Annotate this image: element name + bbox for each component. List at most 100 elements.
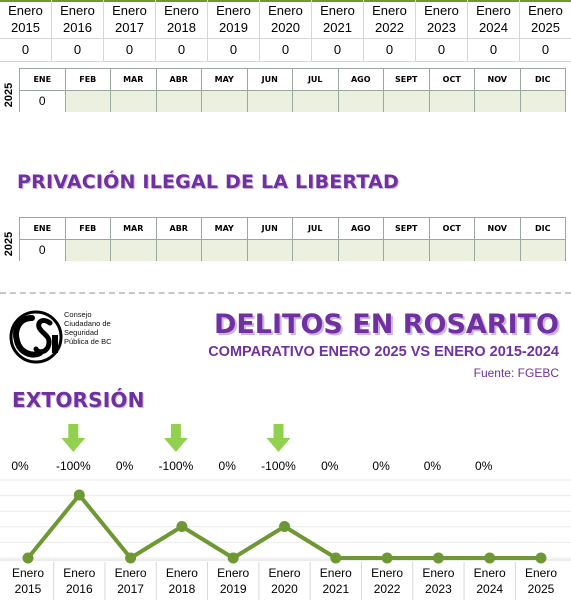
month-value-cell: 0 bbox=[20, 91, 66, 112]
year-header-row: Enero 2015 Enero 2016 Enero 2017 Enero 2018 Ener… bbox=[0, 0, 571, 38]
x-tick-label: 2015 bbox=[15, 582, 42, 596]
logo-text-line: Ciudadano de bbox=[64, 319, 111, 328]
month-value-cell bbox=[111, 240, 157, 261]
data-point bbox=[432, 552, 444, 564]
month-header-cell: NOV bbox=[475, 218, 521, 239]
year-cell: Enero 2015 bbox=[0, 0, 52, 38]
x-tick-label: 2025 bbox=[528, 582, 555, 596]
month-value-cell bbox=[475, 91, 521, 112]
value-cell: 0 bbox=[208, 39, 260, 61]
section-divider bbox=[0, 292, 571, 294]
value-cell: 0 bbox=[104, 39, 156, 61]
value-cell: 0 bbox=[312, 39, 364, 61]
logo-text-line: Seguridad bbox=[64, 328, 99, 337]
month-value-row: 0 bbox=[20, 91, 565, 112]
value-cell: 0 bbox=[416, 39, 468, 61]
year-cell: Enero 2021 bbox=[312, 0, 364, 38]
x-tick-label: Enero bbox=[422, 566, 454, 580]
year-cell: Enero 2025 bbox=[528, 3, 563, 35]
month-value-cell bbox=[111, 91, 157, 112]
month-header-cell: JUN bbox=[248, 218, 293, 239]
month-value-cell bbox=[338, 240, 384, 261]
value-cell: 0 bbox=[0, 39, 52, 61]
pct-change-label: 0% bbox=[321, 459, 339, 473]
month-value-cell bbox=[65, 240, 111, 261]
month-value-cell bbox=[520, 240, 565, 261]
month-header-cell: AGO bbox=[339, 69, 384, 90]
x-tick-label: 2020 bbox=[271, 582, 298, 596]
data-point bbox=[176, 521, 188, 532]
data-point bbox=[227, 552, 239, 564]
data-point bbox=[330, 552, 342, 564]
year-cell: Enero 2016 bbox=[52, 0, 104, 38]
month-header-cell: MAR bbox=[111, 218, 157, 239]
data-point bbox=[73, 489, 85, 501]
month-value-row: 0 bbox=[20, 240, 565, 261]
year-label: 2025 bbox=[3, 82, 16, 108]
x-tick-label: Enero bbox=[12, 566, 44, 580]
pct-change-label: -100% bbox=[261, 459, 296, 473]
month-header-cell: OCT bbox=[430, 69, 475, 90]
month-header-cell: JUL bbox=[293, 69, 339, 90]
month-value-cell bbox=[247, 91, 293, 112]
x-tick-label: 2016 bbox=[66, 582, 93, 596]
chart-line-fragment bbox=[0, 0, 571, 2]
year-cell: Enero 2020 bbox=[260, 0, 312, 38]
monthly-table-a: 2025 ENE FEB MAR ABR MAY JUN JUL AGO SEPT OCT NOV D… bbox=[0, 68, 571, 114]
month-header-cell: FEB bbox=[66, 69, 111, 90]
month-header-cell: ENE bbox=[20, 69, 66, 90]
data-point bbox=[381, 552, 393, 564]
pct-change-label: 0% bbox=[11, 459, 29, 473]
month-value-cell bbox=[429, 91, 475, 112]
month-value-cell bbox=[156, 91, 202, 112]
month-value-cell bbox=[338, 91, 384, 112]
month-header-row: ENE FEB MAR ABR MAY JUN JUL AGO SEPT OCT NOV DIC bbox=[20, 218, 565, 240]
month-value-cell bbox=[202, 91, 248, 112]
value-cell: 0 bbox=[52, 39, 104, 61]
logo-text: Consejo Ciudadano de Seguridad Pública de B… bbox=[64, 310, 126, 346]
month-value-cell bbox=[384, 240, 430, 261]
month-header-cell: ABR bbox=[157, 69, 202, 90]
month-header-cell: FEB bbox=[66, 218, 111, 239]
data-point bbox=[535, 552, 547, 564]
data-point bbox=[22, 552, 34, 564]
month-value-cell: 0 bbox=[20, 240, 66, 261]
x-tick-label: 2024 bbox=[476, 582, 503, 596]
value-cell: 0 bbox=[541, 42, 550, 57]
month-value-cell bbox=[202, 240, 248, 261]
month-header-cell: NOV bbox=[475, 69, 521, 90]
month-header-cell: SEPT bbox=[384, 69, 430, 90]
logo-text-line: Consejo bbox=[64, 310, 92, 319]
down-arrow-icon bbox=[266, 424, 291, 452]
page-subtitle: COMPARATIVO ENERO 2025 VS ENERO 2015-202… bbox=[208, 344, 559, 360]
month-value-cell bbox=[247, 240, 293, 261]
month-value-cell bbox=[156, 240, 202, 261]
x-tick-label: Enero bbox=[320, 566, 352, 580]
month-value-cell bbox=[520, 91, 565, 112]
month-header-cell: ENE bbox=[20, 218, 66, 239]
month-header-cell: DIC bbox=[535, 224, 551, 233]
month-header-cell: AGO bbox=[339, 218, 384, 239]
x-tick-label: Enero bbox=[63, 566, 95, 580]
x-tick-label: Enero bbox=[525, 566, 557, 580]
month-value-cell bbox=[65, 91, 111, 112]
value-cell: 0 bbox=[468, 39, 520, 61]
x-tick-label: 2021 bbox=[322, 582, 349, 596]
ccsp-logo-icon bbox=[9, 310, 63, 364]
month-value-cell bbox=[293, 91, 339, 112]
value-cell: 0 bbox=[364, 39, 416, 61]
pct-change-label: 0% bbox=[116, 459, 134, 473]
pct-change-label: 0% bbox=[372, 459, 390, 473]
month-value-cell bbox=[384, 91, 430, 112]
monthly-table-privacion: 2025 ENE FEB MAR ABR MAY JUN JUL AGO SEPT OCT NOV D… bbox=[0, 217, 571, 263]
month-value-cell bbox=[293, 240, 339, 261]
year-cell: Enero 2024 bbox=[468, 0, 520, 38]
year-cell: Enero 2018 bbox=[156, 0, 208, 38]
month-header-cell: JUL bbox=[293, 218, 339, 239]
value-cell: 0 bbox=[156, 39, 208, 61]
data-point bbox=[125, 552, 137, 564]
year-cell: Enero 2017 bbox=[104, 0, 156, 38]
pct-change-label: 0% bbox=[424, 459, 442, 473]
month-header-cell: OCT bbox=[430, 218, 475, 239]
